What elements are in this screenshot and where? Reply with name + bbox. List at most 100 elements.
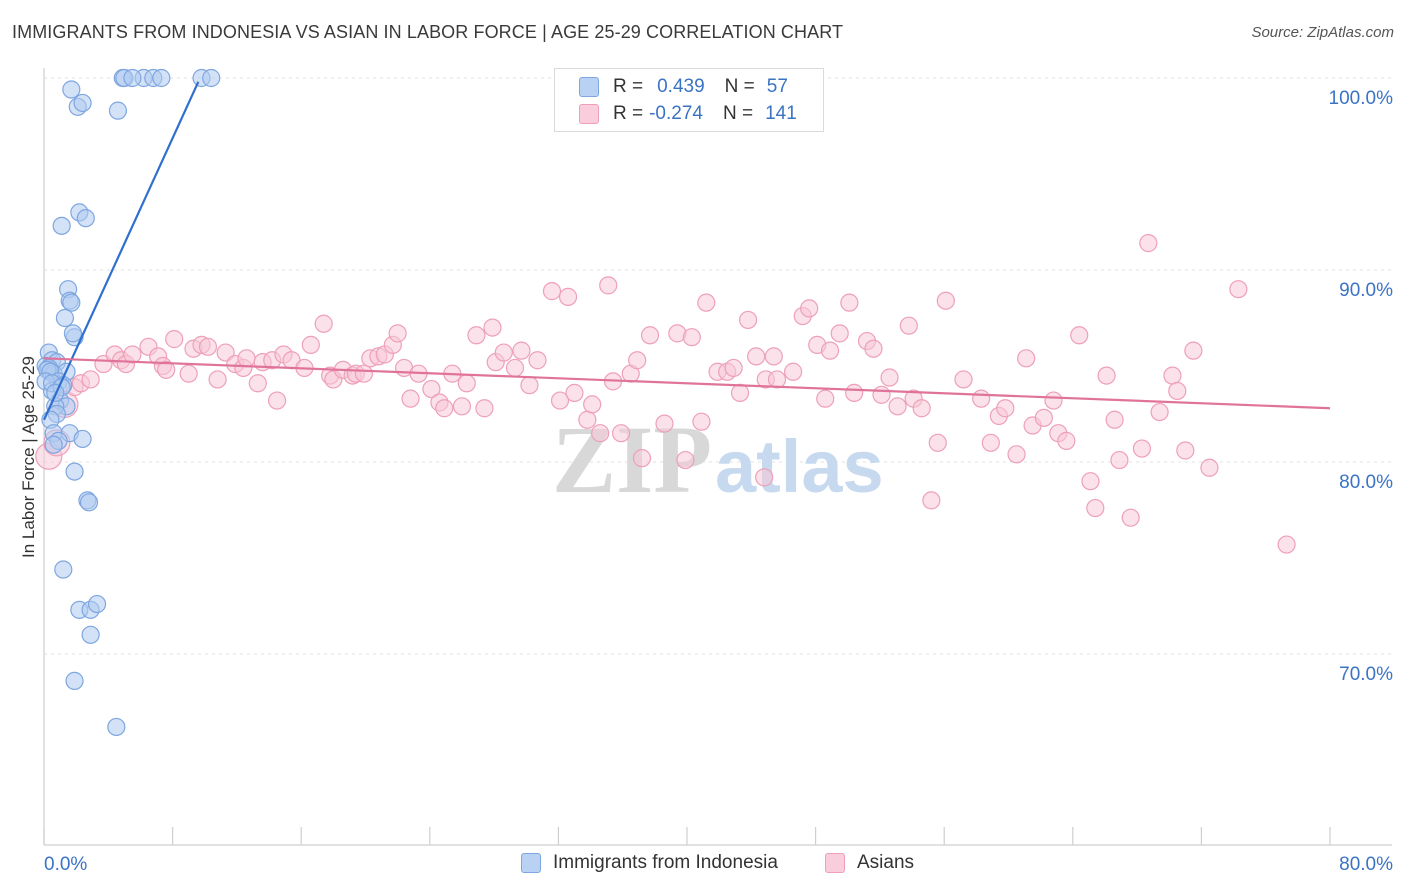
data-point — [936, 291, 955, 310]
data-point — [981, 433, 1000, 452]
data-point — [475, 399, 494, 418]
data-point — [565, 383, 584, 402]
data-point — [55, 308, 74, 328]
data-point — [1057, 431, 1076, 450]
x-ticks — [43, 827, 1331, 845]
data-point — [542, 282, 562, 301]
data-point — [1097, 366, 1116, 385]
data-point — [692, 412, 711, 431]
data-point — [845, 383, 864, 402]
data-point — [928, 433, 947, 452]
x-tick-label: 80.0% — [1339, 854, 1393, 875]
data-point — [152, 68, 171, 88]
data-point — [301, 335, 320, 354]
data-point — [435, 399, 454, 418]
data-point — [730, 383, 750, 402]
y-tick-label: 100.0% — [1329, 88, 1394, 109]
data-point — [1139, 234, 1158, 253]
data-point — [783, 362, 803, 381]
data-point — [87, 594, 107, 614]
data-point — [583, 395, 602, 414]
data-point — [550, 391, 570, 410]
legend-r-value: -0.274 — [649, 103, 703, 124]
data-point — [1150, 402, 1169, 422]
data-point — [248, 374, 267, 393]
data-point — [840, 293, 859, 312]
data-point — [76, 209, 95, 228]
data-point — [483, 318, 502, 337]
data-point — [123, 68, 142, 88]
data-point — [1007, 445, 1026, 464]
data-point — [558, 287, 578, 306]
y-tick-labels: 70.0% 80.0% 90.0% 100.0% — [1329, 88, 1394, 685]
data-point — [599, 276, 618, 295]
y-tick-label: 70.0% — [1339, 664, 1393, 685]
data-point — [640, 326, 660, 345]
data-point — [1200, 458, 1219, 477]
data-point — [62, 293, 81, 312]
trend-line-asians — [43, 357, 1331, 410]
data-point — [1132, 439, 1152, 458]
data-point — [1277, 535, 1296, 554]
data-point — [528, 351, 547, 370]
legend-n-value: 141 — [765, 103, 797, 124]
data-point — [591, 424, 610, 443]
legend-r-label: R = — [613, 76, 644, 97]
data-point — [864, 339, 883, 358]
data-point — [457, 374, 476, 393]
legend-n-label: N = — [724, 76, 755, 97]
data-point — [494, 343, 513, 362]
data-point — [1105, 410, 1124, 429]
stats-legend: R = 0.439 N = 57 R = -0.274 N = 141 — [554, 68, 824, 132]
data-point — [123, 345, 142, 364]
data-point — [755, 468, 774, 487]
data-point — [1176, 441, 1195, 460]
legend-r-label: R = — [613, 103, 644, 124]
data-point — [820, 341, 840, 360]
data-point — [62, 80, 81, 99]
chart-title: IMMIGRANTS FROM INDONESIA VS ASIAN IN LA… — [12, 22, 844, 42]
legend-row-asians: R = -0.274 N = 141 — [579, 102, 797, 126]
data-point — [157, 360, 176, 379]
data-point — [1017, 349, 1036, 368]
data-point — [972, 389, 991, 408]
data-point — [1081, 472, 1100, 491]
data-point — [655, 414, 674, 433]
bottom-legend-label-indonesia: Immigrants from Indonesia — [553, 852, 778, 873]
legend-swatch-blue — [579, 77, 599, 97]
data-point — [800, 299, 819, 318]
bottom-legend-indonesia: Immigrants from Indonesia — [521, 852, 778, 874]
data-point — [724, 358, 743, 378]
data-point — [1229, 280, 1248, 299]
data-point — [54, 560, 73, 579]
data-point — [880, 368, 899, 387]
data-point — [899, 316, 918, 335]
legend-r-value: 0.439 — [657, 76, 705, 97]
data-point — [872, 385, 891, 404]
bottom-legend-label-asians: Asians — [857, 852, 915, 873]
data-point — [767, 370, 787, 389]
data-point — [467, 326, 486, 345]
data-point — [611, 424, 631, 443]
legend-n-label: N = — [722, 103, 754, 124]
trend-line-indonesia — [42, 81, 200, 421]
data-point — [73, 429, 92, 449]
bottom-legend-asians: Asians — [825, 852, 914, 874]
data-point — [1034, 408, 1053, 427]
data-point — [208, 370, 227, 389]
data-point — [628, 351, 647, 370]
watermark-atlas: atlas — [715, 425, 884, 508]
data-point — [52, 216, 71, 235]
bottom-legend-swatch-pink — [825, 853, 845, 873]
data-point — [107, 717, 126, 737]
data-point — [108, 101, 128, 120]
chart-source: Source: ZipAtlas.com — [1251, 24, 1394, 41]
data-point — [922, 491, 941, 510]
data-point — [44, 435, 63, 454]
indonesia-points — [36, 68, 221, 737]
data-point — [954, 370, 973, 389]
legend-swatch-pink — [579, 104, 599, 124]
x-tick-labels: 0.0% 80.0% — [44, 854, 1393, 875]
watermark: ZIP atlas — [552, 406, 884, 513]
data-point — [996, 399, 1015, 418]
